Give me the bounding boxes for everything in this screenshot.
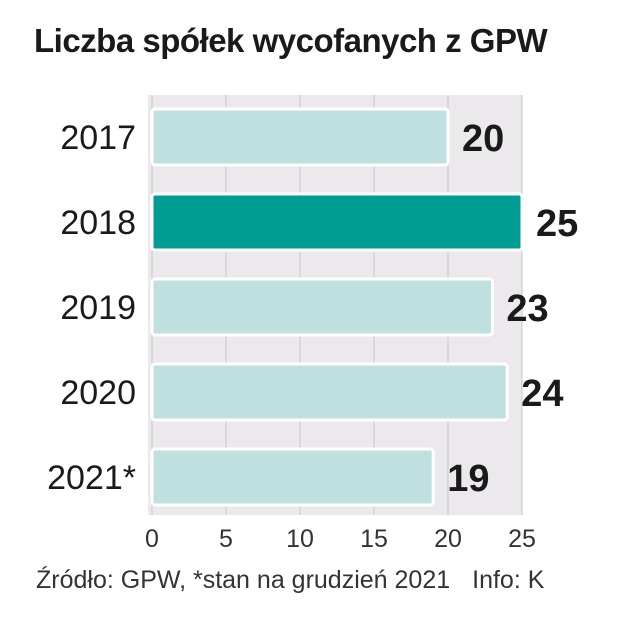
x-tick-label: 10 [286, 525, 314, 553]
bar-chart: 2017 20 2018 25 2019 23 2020 24 2021* 19 0 5 10 15 20 2… [47, 95, 578, 553]
x-tick-label: 15 [360, 525, 388, 553]
x-tick-label: 25 [508, 525, 536, 553]
bar-2017 [150, 107, 450, 167]
data-label: 24 [521, 373, 563, 415]
chart-footer: Źródło: GPW, *stan na grudzień 2021 Info:… [36, 566, 544, 595]
x-tick-label: 5 [219, 525, 233, 553]
category-label: 2019 [60, 289, 136, 327]
data-label: 19 [447, 458, 489, 500]
x-tick-label: 20 [434, 525, 462, 553]
category-label: 2021* [47, 459, 136, 497]
bar-2018 [150, 192, 524, 252]
category-label: 2018 [60, 204, 136, 242]
bar-2021-star [150, 447, 435, 507]
bar-2020 [150, 362, 509, 422]
credit-note: Info: K [472, 566, 545, 594]
category-label: 2017 [60, 119, 136, 157]
data-label: 20 [462, 118, 504, 160]
category-label: 2020 [60, 374, 136, 412]
source-note: Źródło: GPW, *stan na grudzień 2021 [36, 566, 451, 594]
bar-2019 [150, 277, 494, 337]
data-label: 23 [506, 288, 548, 330]
x-tick-label: 0 [145, 525, 159, 553]
chart-title: Liczba spółek wycofanych z GPW [34, 22, 548, 59]
data-label: 25 [536, 203, 578, 245]
